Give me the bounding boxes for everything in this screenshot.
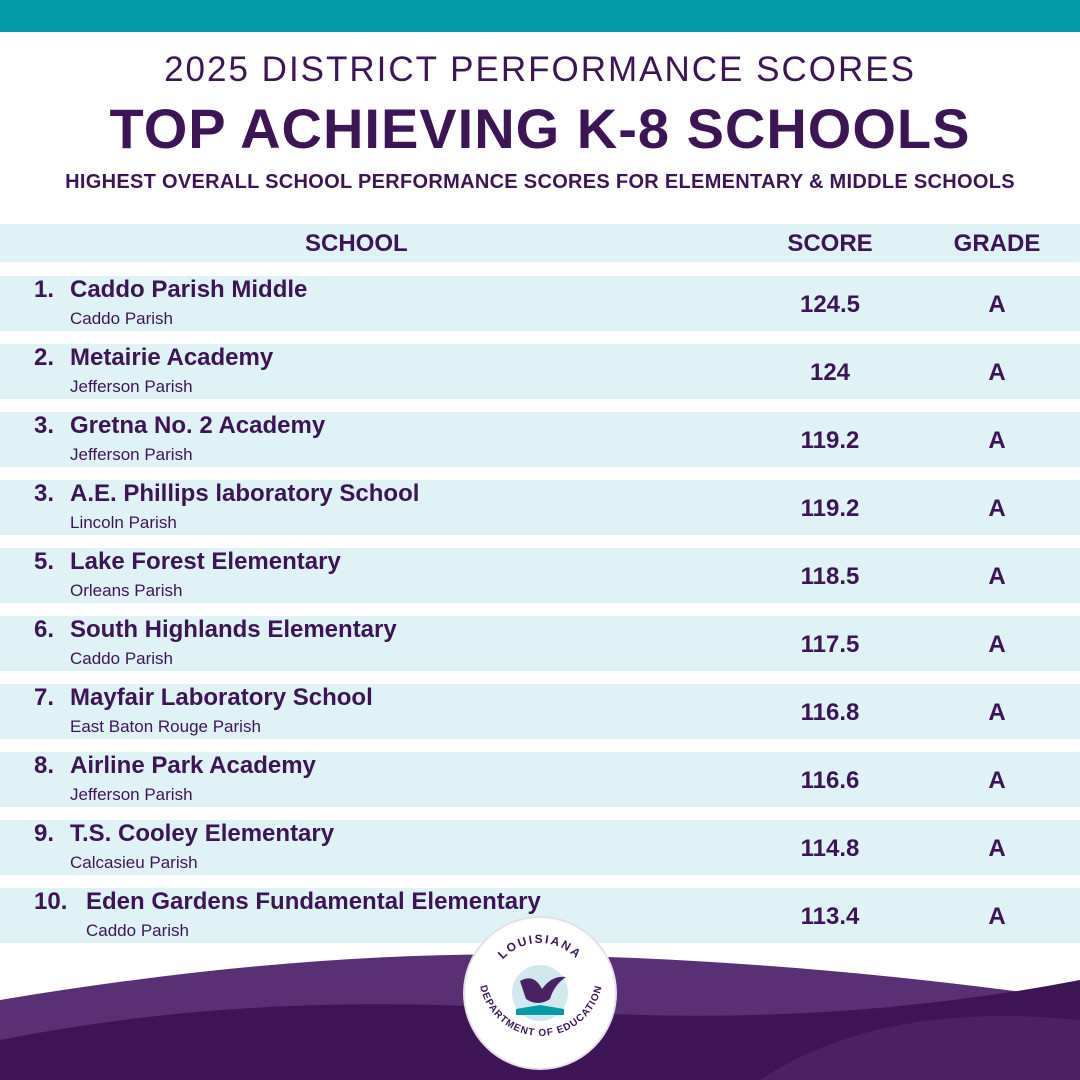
rank: 6.	[34, 616, 55, 643]
row-band	[0, 752, 1080, 807]
grade: A	[988, 631, 1006, 658]
subtitle: HIGHEST OVERALL SCHOOL PERFORMANCE SCORE…	[65, 171, 1015, 193]
score: 119.2	[800, 427, 860, 454]
row-band	[0, 480, 1080, 535]
grade: A	[988, 835, 1006, 862]
score: 114.8	[800, 835, 860, 862]
score: 116.6	[800, 767, 860, 794]
score: 124.5	[799, 291, 861, 318]
header-band	[0, 224, 1080, 262]
grade: A	[988, 699, 1006, 726]
grade: A	[988, 427, 1006, 454]
school-name: Gretna No. 2 Academy	[70, 412, 326, 439]
score: 124	[809, 359, 851, 386]
row-band	[0, 276, 1080, 331]
rank: 2.	[34, 344, 55, 371]
grade: A	[988, 359, 1006, 386]
school-name: T.S. Cooley Elementary	[70, 820, 335, 847]
logo-book	[516, 1005, 564, 1015]
row-band	[0, 412, 1080, 467]
top-bar	[0, 0, 1080, 32]
grade: A	[988, 563, 1006, 590]
grade: A	[988, 291, 1006, 318]
parish: Jefferson Parish	[70, 377, 193, 396]
rank: 8.	[34, 752, 55, 779]
parish: Lincoln Parish	[70, 513, 177, 532]
row-band	[0, 684, 1080, 739]
school-name: Eden Gardens Fundamental Elementary	[86, 888, 541, 915]
parish: Jefferson Parish	[70, 445, 193, 464]
score: 119.2	[800, 495, 860, 522]
school-name: Mayfair Laboratory School	[70, 684, 373, 711]
column-header: GRADE	[953, 230, 1041, 257]
parish: Caddo Parish	[70, 649, 174, 668]
school-name: Metairie Academy	[70, 344, 274, 371]
column-header: SCORE	[787, 230, 873, 257]
rank: 3.	[34, 412, 55, 439]
rank: 1.	[34, 276, 55, 303]
score: 117.5	[800, 631, 860, 658]
row-band	[0, 820, 1080, 875]
parish: Orleans Parish	[70, 581, 183, 600]
logo: LOUISIANA DEPARTMENT OF EDUCATION	[463, 916, 617, 1070]
rank: 3.	[34, 480, 55, 507]
school-name: A.E. Phillips laboratory School	[70, 480, 420, 507]
row-band	[0, 548, 1080, 603]
score: 118.5	[800, 563, 860, 590]
score: 116.8	[800, 699, 860, 726]
wave	[760, 1016, 1080, 1080]
school-name: Caddo Parish Middle	[70, 276, 308, 303]
header-line: 2025 DISTRICT PERFORMANCE SCORES	[164, 50, 916, 89]
row-band	[0, 344, 1080, 399]
grade: A	[988, 767, 1006, 794]
column-header: SCHOOL	[305, 230, 408, 257]
parish: Caddo Parish	[70, 309, 174, 328]
school-name: South Highlands Elementary	[70, 616, 397, 643]
school-name: Airline Park Academy	[70, 752, 316, 779]
rank: 7.	[34, 684, 55, 711]
grade: A	[988, 495, 1006, 522]
parish: East Baton Rouge Parish	[70, 717, 261, 736]
rank: 9.	[34, 820, 55, 847]
title: TOP ACHIEVING K-8 SCHOOLS	[109, 97, 971, 160]
school-name: Lake Forest Elementary	[70, 548, 341, 575]
score: 113.4	[800, 903, 860, 930]
grade: A	[988, 903, 1006, 930]
parish: Calcasieu Parish	[70, 853, 198, 872]
parish: Jefferson Parish	[70, 785, 193, 804]
rank: 10.	[34, 888, 68, 915]
row-band	[0, 616, 1080, 671]
parish: Caddo Parish	[86, 921, 190, 940]
logo-bird	[520, 976, 566, 1003]
rank: 5.	[34, 548, 55, 575]
